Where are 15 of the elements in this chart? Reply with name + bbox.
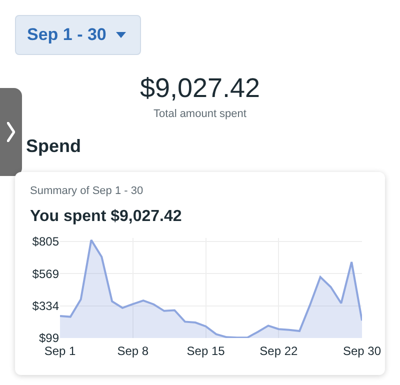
text: Total amount spent (154, 108, 246, 120)
x-tick-label: Sep 8 (117, 344, 149, 358)
text: $9,027.42 (140, 73, 260, 104)
y-tick-label: $805 (32, 234, 60, 249)
y-tick-label: $569 (32, 266, 60, 281)
y-tick-label: $99 (38, 331, 60, 346)
x-tick-label: Sep 22 (260, 344, 298, 358)
chart-subtitle: Summary of Sep 1 - 30 (30, 185, 144, 197)
chart-title: You spent $9,027.42 (30, 208, 182, 226)
x-tick-label: Sep 1 (44, 344, 76, 358)
text: Spend (26, 136, 82, 157)
x-tick-label: Sep 15 (186, 344, 226, 358)
text: Sep 1 - 30 (27, 25, 106, 45)
x-tick-label: Sep 30 (342, 344, 382, 358)
y-tick-label: $334 (32, 299, 60, 314)
